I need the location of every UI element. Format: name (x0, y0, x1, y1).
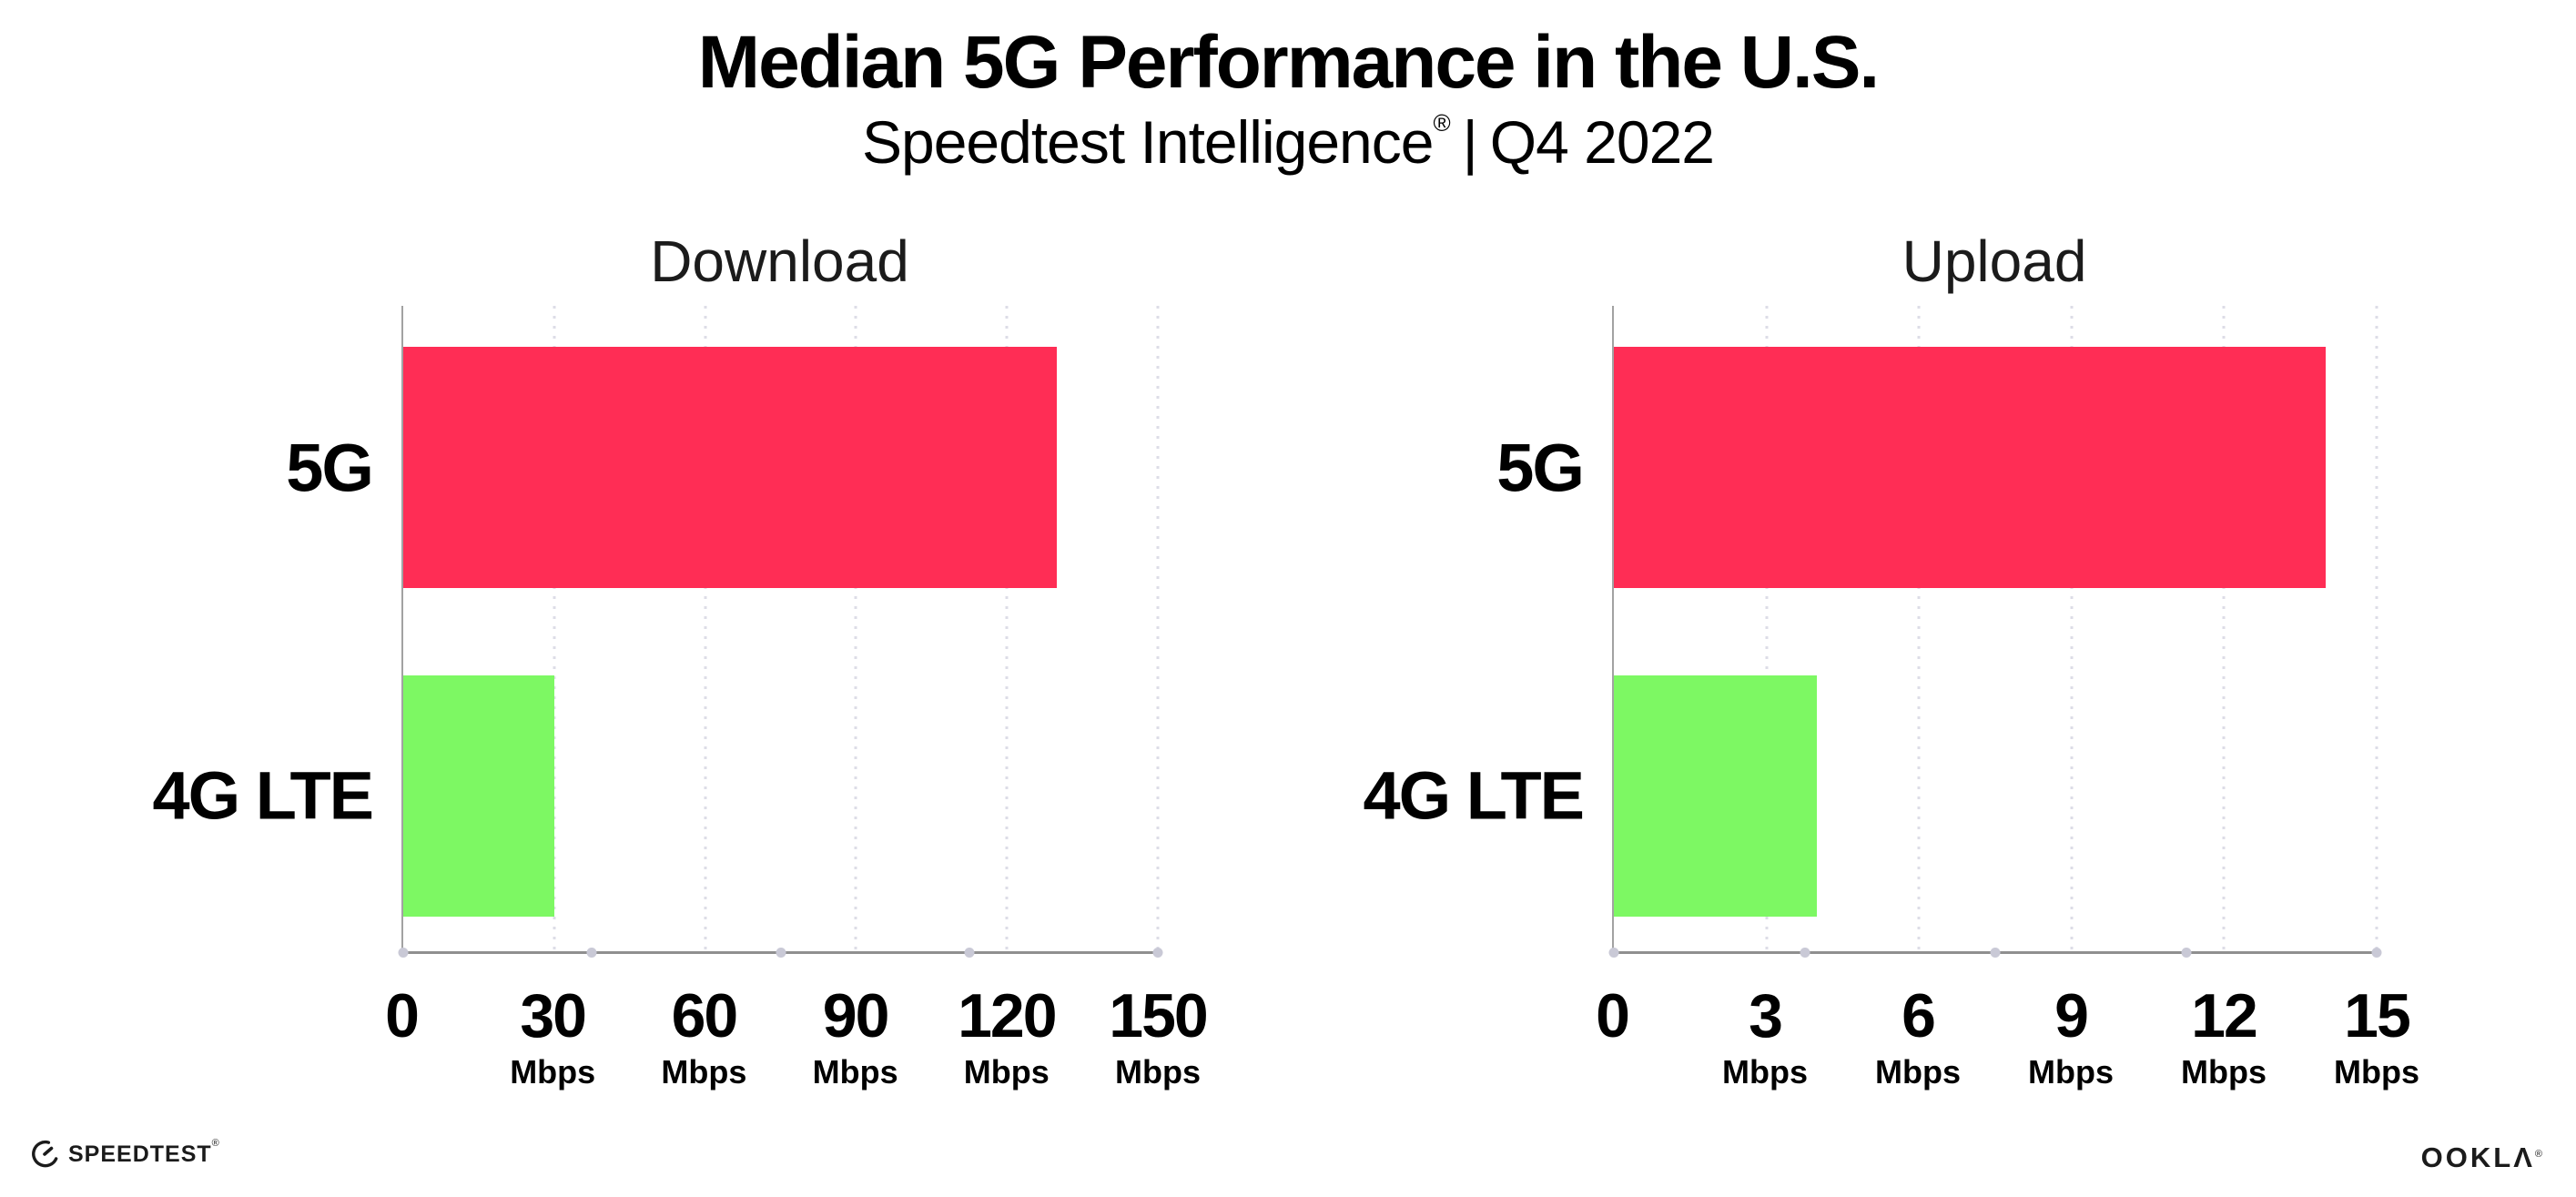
tick-value: 0 (1596, 981, 1630, 1050)
axis-dot (586, 948, 597, 958)
axis-dot (776, 948, 786, 958)
x-tick-download-0: 0 (385, 981, 420, 1050)
gridline-3 (1765, 306, 1769, 951)
axis-dot (1990, 948, 2001, 958)
tick-value: 30 (520, 981, 587, 1050)
axis-dot (2371, 948, 2382, 958)
tick-value: 90 (822, 981, 890, 1050)
page-title: Median 5G Performance in the U.S. (697, 21, 1880, 104)
gridline-60 (704, 306, 707, 951)
tick-value: 12 (2191, 981, 2258, 1050)
x-tick-download-60: 60 Mbps (661, 985, 746, 1089)
speedtest-wordmark: SPEEDTEST (68, 1141, 212, 1167)
speedtest-gauge-icon (32, 1140, 58, 1168)
category-label-4g-lte: 4G LTE (152, 757, 374, 834)
tick-unit: Mbps (963, 1053, 1050, 1090)
axis-dot (2181, 948, 2191, 958)
upload-plot-area (1608, 306, 2382, 958)
x-tick-upload-12: 12 Mbps (2181, 985, 2267, 1089)
x-tick-upload-0: 0 (1596, 981, 1630, 1050)
speedtest-logo: SPEEDTEST® (30, 1137, 219, 1169)
gridline-9 (2070, 306, 2074, 951)
ookla-logo: OOKLΛ ® (2421, 1141, 2542, 1174)
tick-value: 60 (671, 981, 739, 1050)
category-label-4g-lte: 4G LTE (1363, 757, 1585, 834)
axis-dot (1152, 948, 1163, 958)
page-subtitle: Speedtest Intelligence® | Q4 2022 (0, 107, 2576, 177)
tick-unit: Mbps (2334, 1053, 2419, 1090)
x-tick-upload-6: 6 Mbps (1875, 985, 1961, 1089)
x-tick-download-90: 90 Mbps (813, 985, 898, 1089)
tick-value: 9 (2054, 981, 2089, 1050)
tick-value: 15 (2344, 981, 2411, 1050)
tick-value: 3 (1749, 981, 1783, 1050)
x-tick-upload-3: 3 Mbps (1722, 985, 1808, 1089)
bar-download-5g (403, 346, 1058, 588)
tick-unit: Mbps (661, 1053, 747, 1090)
tick-value: 120 (958, 981, 1057, 1050)
bar-upload-4g-lte (1614, 675, 1818, 918)
tick-unit: Mbps (1115, 1053, 1201, 1090)
tick-unit: Mbps (510, 1053, 596, 1090)
bar-download-4g-lte (403, 675, 554, 918)
tick-unit: Mbps (812, 1053, 898, 1090)
gridline-120 (1005, 306, 1009, 951)
registered-mark: ® (1433, 109, 1450, 137)
bar-upload-5g (1614, 346, 2327, 588)
axis-dot (964, 948, 975, 958)
axis-dot (1608, 948, 1619, 958)
x-tick-download-30: 30 Mbps (510, 985, 595, 1089)
subtitle-separator: | (1462, 108, 1478, 176)
gridline-90 (854, 306, 857, 951)
axis-dot (398, 948, 409, 958)
subtitle-brand: Speedtest Intelligence (861, 108, 1434, 176)
speedtest-registered-mark: ® (211, 1137, 219, 1149)
download-chart-title: Download (650, 228, 909, 294)
gridline-6 (1917, 306, 1921, 951)
category-label-5g: 5G (286, 430, 374, 506)
x-tick-download-150: 150 Mbps (1109, 981, 1208, 1090)
category-label-5g: 5G (1496, 430, 1585, 506)
x-tick-download-120: 120 Mbps (958, 981, 1057, 1090)
gridline-30 (553, 306, 556, 951)
gridline-12 (2222, 306, 2226, 951)
axis-dot (1800, 948, 1810, 958)
gridline-150 (1156, 306, 1160, 951)
ookla-registered-mark: ® (2534, 1149, 2542, 1160)
subtitle-period: Q4 2022 (1489, 108, 1715, 176)
tick-unit: Mbps (2181, 1053, 2267, 1090)
ookla-wordmark: OOKLΛ (2420, 1141, 2535, 1173)
download-plot-area (398, 306, 1163, 958)
tick-unit: Mbps (1875, 1053, 1961, 1090)
tick-value: 0 (385, 981, 420, 1050)
x-tick-upload-15: 15 Mbps (2334, 985, 2419, 1089)
gridline-15 (2375, 306, 2378, 951)
x-tick-upload-9: 9 Mbps (2028, 985, 2114, 1089)
upload-chart-title: Upload (1902, 228, 2087, 294)
tick-unit: Mbps (2028, 1053, 2114, 1090)
tick-value: 150 (1109, 981, 1208, 1050)
tick-unit: Mbps (1722, 1053, 1808, 1090)
tick-value: 6 (1902, 981, 1936, 1050)
